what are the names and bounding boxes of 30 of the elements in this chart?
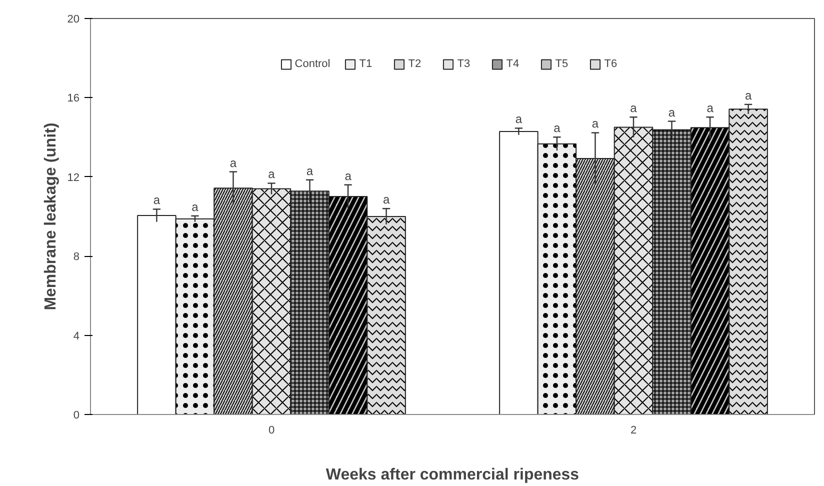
y-tick-label: 0 bbox=[73, 410, 80, 422]
data-label: a bbox=[706, 101, 714, 116]
data-label: a bbox=[192, 200, 199, 214]
y-tick-label: 12 bbox=[67, 172, 80, 184]
legend-label: T5 bbox=[555, 58, 570, 70]
y-tick-label: 20 bbox=[67, 14, 80, 26]
legend-label: T2 bbox=[408, 58, 422, 70]
data-label: a bbox=[744, 88, 752, 102]
data-label: a bbox=[153, 193, 160, 208]
data-label: a bbox=[668, 105, 676, 120]
data-label: a bbox=[630, 101, 638, 116]
y-tick-label: 8 bbox=[73, 251, 80, 264]
legend-label: T3 bbox=[457, 58, 472, 70]
data-label: a bbox=[230, 156, 237, 170]
y-axis-title: Membrane leakage (unit) bbox=[42, 122, 60, 310]
legend-label: T6 bbox=[604, 58, 618, 70]
data-label: a bbox=[592, 116, 599, 131]
data-label: a bbox=[268, 167, 276, 182]
y-tick-label: 16 bbox=[67, 92, 80, 105]
legend-label: T1 bbox=[359, 58, 374, 70]
legend-label: Control bbox=[294, 58, 330, 70]
data-label: a bbox=[382, 192, 390, 207]
data-label: a bbox=[515, 112, 522, 126]
data-label: a bbox=[306, 164, 314, 178]
data-label: a bbox=[344, 168, 352, 183]
data-label: a bbox=[554, 121, 561, 136]
y-tick-label: 4 bbox=[73, 330, 80, 342]
x-axis-title: Weeks after commercial ripeness bbox=[326, 466, 580, 484]
x-tick-label: 2 bbox=[630, 424, 637, 436]
legend-label: T4 bbox=[506, 58, 520, 70]
